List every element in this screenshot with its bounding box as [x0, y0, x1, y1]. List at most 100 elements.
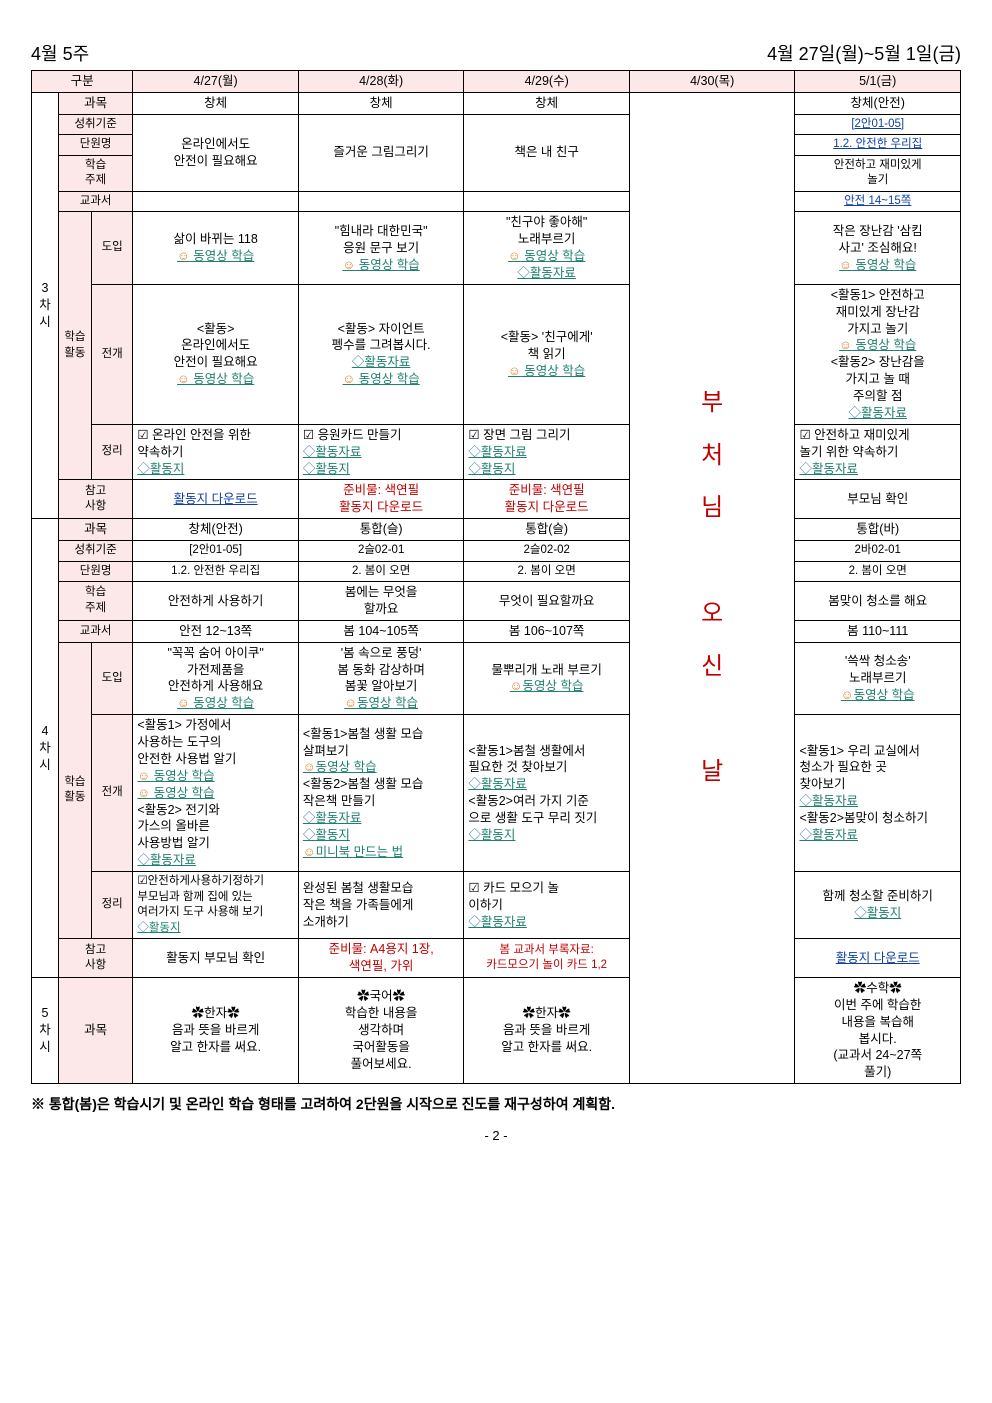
th-d1: 4/27(월) — [133, 71, 299, 93]
p3-dev-d1: <활동>온라인에서도안전이 필요해요☺ 동영상 학습 — [133, 284, 299, 424]
th-division: 구분 — [32, 71, 133, 93]
p3-book-d5: 안전 14~15쪽 — [795, 191, 961, 212]
p3-subj-d3: 창체 — [464, 92, 630, 114]
p4-unit-d3: 2. 봄이 오면 — [464, 561, 630, 582]
th-d4: 4/30(목) — [629, 71, 795, 93]
p3-intro-d2: "힘내라 대한민국"응원 문구 보기☺ 동영상 학습 — [298, 212, 464, 285]
p3-close-d1: ☑ 온라인 안전을 위한약속하기◇활동지 — [133, 424, 299, 480]
p3-unit-d2: 즐거운 그림그리기 — [298, 114, 464, 191]
p3-dev-d2: <활동> 자이언트펭수를 그려봅시다.◇활동자료☺ 동영상 학습 — [298, 284, 464, 424]
p4-std-d3: 2슬02-02 — [464, 541, 630, 562]
p3-dev-label: 전개 — [91, 284, 132, 424]
p4-topic-d2: 봄에는 무엇을 할까요 — [298, 582, 464, 621]
p4-subj-d3: 통합(슬) — [464, 519, 630, 541]
p3-intro-d5: 작은 장난감 '삼킴사고' 조심해요!☺ 동영상 학습 — [795, 212, 961, 285]
p3-subj-d2: 창체 — [298, 92, 464, 114]
p4-std-d5: 2바02-01 — [795, 541, 961, 562]
p4-unit-d2: 2. 봄이 오면 — [298, 561, 464, 582]
p4-unit-d1: 1.2. 안전한 우리집 — [133, 561, 299, 582]
p4-book-d2: 봄 104~105쪽 — [298, 620, 464, 642]
p4-ref-d5: 활동지 다운로드 — [795, 939, 961, 978]
p3-close-d5: ☑ 안전하고 재미있게놀기 위한 약속하기◇활동자료 — [795, 424, 961, 480]
p3-topic-label: 학습 주제 — [58, 155, 132, 191]
footer-note: ※ 통합(봄)은 학습시기 및 온라인 학습 형태를 고려하여 2단원을 시작으… — [31, 1094, 961, 1114]
th-d2: 4/28(화) — [298, 71, 464, 93]
p4-book-d3: 봄 106~107쪽 — [464, 620, 630, 642]
p3-dev-d3: <활동> '친구에게'책 읽기☺ 동영상 학습 — [464, 284, 630, 424]
p3-subject-label: 과목 — [58, 92, 132, 114]
p4-book-d5: 봄 110~111 — [795, 620, 961, 642]
p3-intro-d3: "친구야 좋아해"노래부르기☺ 동영상 학습◇활동자료 — [464, 212, 630, 285]
p3-std-label: 성취기준 — [58, 114, 132, 135]
p5-d1: ✿한자✿ 음과 뜻을 바르게 알고 한자를 써요. — [133, 977, 299, 1083]
p3-topic-d5: 안전하고 재미있게 놀기 — [795, 155, 961, 191]
p4-dev-label: 전개 — [91, 715, 132, 872]
p3-empty-d1 — [133, 191, 299, 212]
p3-book-label: 교과서 — [58, 191, 132, 212]
p4-std-d1: [2안01-05] — [133, 541, 299, 562]
p4-intro-d2: '봄 속으로 풍덩'봄 동화 감상하며봄꽃 알아보기☺동영상 학습 — [298, 642, 464, 715]
p4-unit-label: 단원명 — [58, 561, 132, 582]
p3-unit-label: 단원명 — [58, 135, 132, 156]
p4-unit-d5: 2. 봄이 오면 — [795, 561, 961, 582]
p4-close-d3: ☑ 카드 모으기 놀이하기◇활동자료 — [464, 872, 630, 939]
p4-subj-d1: 창체(안전) — [133, 519, 299, 541]
p3-empty-d3 — [464, 191, 630, 212]
p4-intro-label: 도입 — [91, 642, 132, 715]
p5-d2: ✿국어✿ 학습한 내용을 생각하며 국어활동을 풀어보세요. — [298, 977, 464, 1083]
p4-std-d2: 2슬02-01 — [298, 541, 464, 562]
p5-d5: ✿수학✿ 이번 주에 학습한 내용을 복습해 봅시다. (교과서 24~27쪽 … — [795, 977, 961, 1083]
p4-subject-label: 과목 — [58, 519, 132, 541]
p4-intro-d5: '쓱싹 청소송'노래부르기☺동영상 학습 — [795, 642, 961, 715]
p3-label: 3 차시 — [32, 92, 59, 518]
week-label: 4월 5주 — [31, 40, 89, 66]
schedule-table: 구분 4/27(월) 4/28(화) 4/29(수) 4/30(목) 5/1(금… — [31, 70, 961, 1084]
holiday-cell: 부 처 님 오 신 날 — [629, 92, 795, 1083]
p4-ref-d3: 봄 교과서 부록자료: 카드모으기 놀이 카드 1,2 — [464, 939, 630, 978]
p3-dev-d5: <활동1> 안전하고재미있게 장난감가지고 놀기☺ 동영상 학습<활동2> 장난… — [795, 284, 961, 424]
p4-close-label: 정리 — [91, 872, 132, 939]
p3-ref-d3: 준비물: 색연필 활동지 다운로드 — [464, 480, 630, 519]
p3-close-d2: ☑ 응원카드 만들기◇활동자료◇활동지 — [298, 424, 464, 480]
p4-subj-d2: 통합(슬) — [298, 519, 464, 541]
p4-dev-d3: <활동1>봄철 생활에서필요한 것 찾아보기◇활동자료<활동2>여러 가지 기준… — [464, 715, 630, 872]
p4-ref-label: 참고 사항 — [58, 939, 132, 978]
p3-close-d3: ☑ 장면 그림 그리기◇활동자료◇활동지 — [464, 424, 630, 480]
p4-close-d2: 완성된 봄철 생활모습작은 책을 가족들에게소개하기 — [298, 872, 464, 939]
p3-unit-d3: 책은 내 친구 — [464, 114, 630, 191]
p3-ref-d1: 활동지 다운로드 — [133, 480, 299, 519]
p4-book-d1: 안전 12~13쪽 — [133, 620, 299, 642]
p4-book-label: 교과서 — [58, 620, 132, 642]
p4-topic-d1: 안전하게 사용하기 — [133, 582, 299, 621]
p4-std-label: 성취기준 — [58, 541, 132, 562]
p4-dev-d1: <활동1> 가정에서사용하는 도구의안전한 사용법 알기☺ 동영상 학습☺ 동영… — [133, 715, 299, 872]
p3-ref-label: 참고 사항 — [58, 480, 132, 519]
week-header: 4월 5주 4월 27일(월)~5월 1일(금) — [31, 40, 961, 66]
p4-close-d1: ☑안전하게사용하기정하기부모님과 함께 집에 있는여러가지 도구 사용해 보기◇… — [133, 872, 299, 939]
p3-unit-d5: 1.2. 안전한 우리집 — [795, 135, 961, 156]
p3-ref-d2: 준비물: 색연필 활동지 다운로드 — [298, 480, 464, 519]
p4-ref-d2: 준비물: A4용지 1장, 색연필, 가위 — [298, 939, 464, 978]
p3-subj-d1: 창체 — [133, 92, 299, 114]
p4-intro-d1: "꼭꼭 숨어 아이쿠"가전제품을안전하게 사용해요☺ 동영상 학습 — [133, 642, 299, 715]
p4-topic-d5: 봄맞이 청소를 해요 — [795, 582, 961, 621]
p4-dev-d5: <활동1> 우리 교실에서청소가 필요한 곳찾아보기◇활동자료<활동2>봄맞이 … — [795, 715, 961, 872]
p4-topic-d3: 무엇이 필요할까요 — [464, 582, 630, 621]
p3-intro-d1: 삶이 바뀌는 118☺ 동영상 학습 — [133, 212, 299, 285]
p3-empty-d2 — [298, 191, 464, 212]
p3-intro-label: 도입 — [91, 212, 132, 285]
p4-dev-d2: <활동1>봄철 생활 모습살펴보기☺동영상 학습<활동2>봄철 생활 모습작은책… — [298, 715, 464, 872]
th-d3: 4/29(수) — [464, 71, 630, 93]
p5-label: 5 차시 — [32, 977, 59, 1083]
p4-subj-d5: 통합(바) — [795, 519, 961, 541]
p5-d3: ✿한자✿ 음과 뜻을 바르게 알고 한자를 써요. — [464, 977, 630, 1083]
th-d5: 5/1(금) — [795, 71, 961, 93]
p3-ref-d5: 부모님 확인 — [795, 480, 961, 519]
p4-label: 4 차시 — [32, 519, 59, 978]
p4-topic-label: 학습 주제 — [58, 582, 132, 621]
p4-act-label: 학습 활동 — [58, 642, 91, 938]
p3-unit-d1: 온라인에서도 안전이 필요해요 — [133, 114, 299, 191]
p4-close-d5: 함께 청소할 준비하기◇활동지 — [795, 872, 961, 939]
p3-act-label: 학습 활동 — [58, 212, 91, 480]
date-range: 4월 27일(월)~5월 1일(금) — [767, 40, 961, 66]
